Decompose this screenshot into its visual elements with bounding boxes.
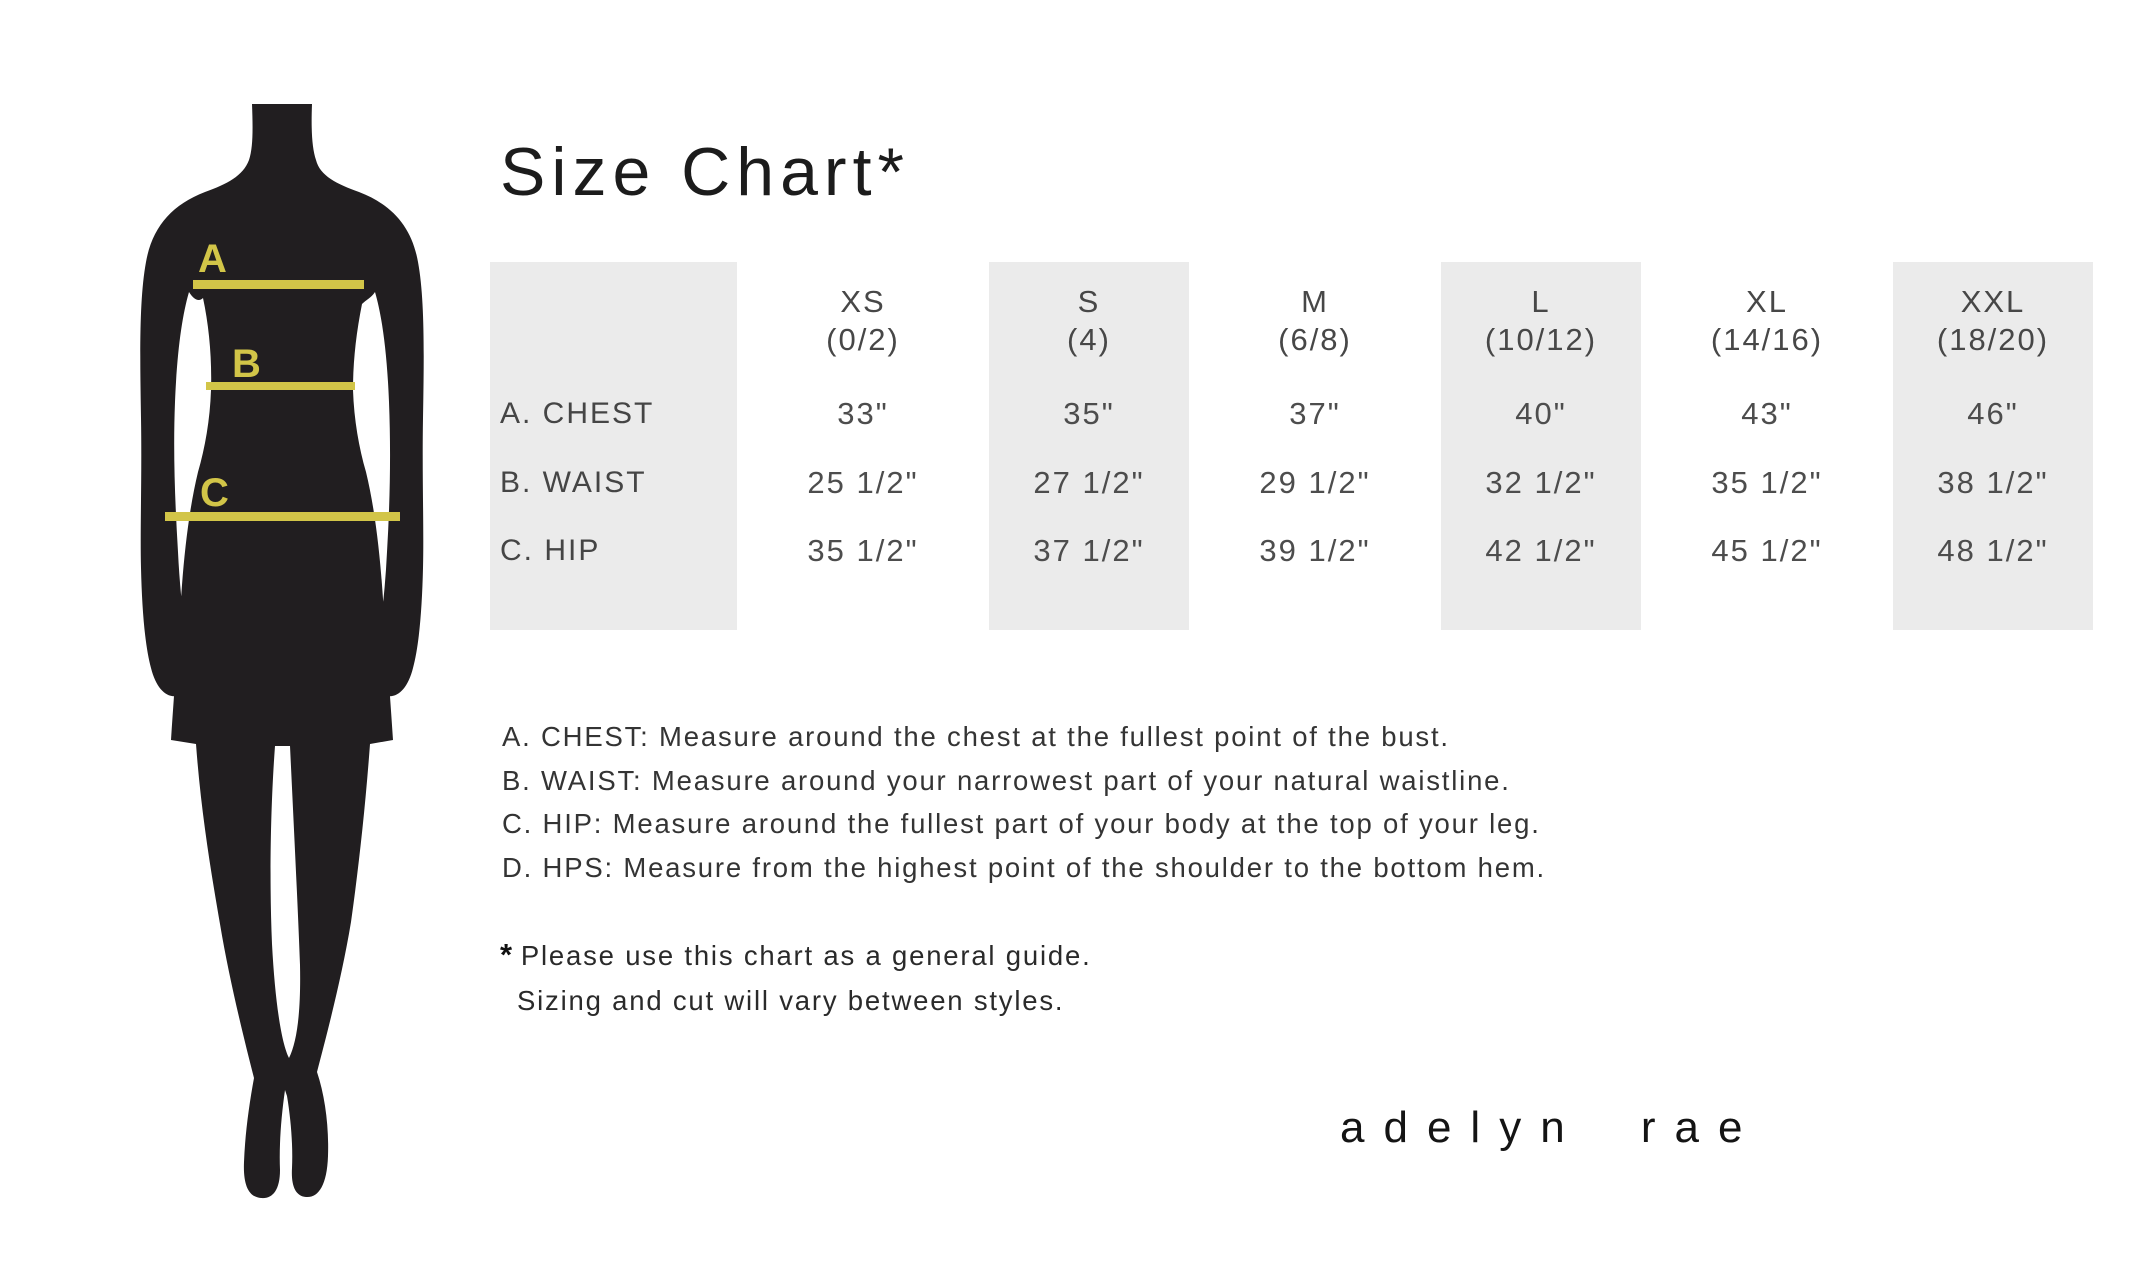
size-range: (0/2) <box>826 322 900 357</box>
table-column-s: S (4) 35" 27 1/2" 37 1/2" <box>989 262 1189 630</box>
chest-value-xs: 33" <box>837 396 889 431</box>
note-hip: C. HIP: Measure around the fullest part … <box>502 808 1541 839</box>
label-a: A <box>198 237 227 281</box>
column-header-m: M (6/8) <box>1215 262 1415 380</box>
note-chest: A. CHEST: Measure around the chest at th… <box>502 721 1450 752</box>
size-range: (4) <box>1067 322 1111 357</box>
size-name: S <box>1077 284 1101 319</box>
waist-value-s: 27 1/2" <box>1033 465 1145 500</box>
hip-value-xxl: 48 1/2" <box>1937 533 2049 568</box>
row-label-chest: A. CHEST <box>500 397 655 430</box>
column-header-l: L (10/12) <box>1441 262 1641 380</box>
table-column-l: L (10/12) 40" 32 1/2" 42 1/2" <box>1441 262 1641 630</box>
size-table: A. CHEST B. WAIST C. HIP XS (0/2) 33" 25… <box>490 262 2093 630</box>
brand-logo: adelyn rae <box>1340 1103 1762 1152</box>
waist-value-xl: 35 1/2" <box>1711 465 1823 500</box>
hip-value-m: 39 1/2" <box>1259 533 1371 568</box>
table-row-labels-column: A. CHEST B. WAIST C. HIP <box>490 262 737 630</box>
footnote: * Please use this chart as a general guid… <box>500 932 1092 1023</box>
chest-value-s: 35" <box>1063 396 1115 431</box>
label-b: B <box>232 342 261 386</box>
waist-value-xxl: 38 1/2" <box>1937 465 2049 500</box>
chest-value-l: 40" <box>1515 396 1567 431</box>
table-corner-cell <box>490 262 737 380</box>
hip-measure-line <box>165 512 400 521</box>
size-range: (18/20) <box>1936 322 2050 357</box>
waist-value-m: 29 1/2" <box>1259 465 1371 500</box>
between-legs-gap <box>270 746 301 1058</box>
footnote-line1: * Please use this chart as a general guid… <box>500 932 1092 978</box>
chest-value-xxl: 46" <box>1967 396 2019 431</box>
column-header-s: S (4) <box>989 262 1189 380</box>
size-name: XS <box>840 284 886 319</box>
column-header-xs: XS (0/2) <box>763 262 963 380</box>
waist-measure-line <box>206 382 355 390</box>
chest-measure-line <box>193 280 364 289</box>
label-c: C <box>200 471 229 515</box>
table-column-m: M (6/8) 37" 29 1/2" 39 1/2" <box>1215 262 1415 630</box>
waist-value-xs: 25 1/2" <box>807 465 919 500</box>
size-name: L <box>1531 284 1551 319</box>
size-range: (14/16) <box>1710 322 1824 357</box>
size-name: XXL <box>1960 284 2026 319</box>
row-label-waist: B. WAIST <box>500 466 647 499</box>
footnote-line1-text: Please use this chart as a general guide… <box>520 940 1092 971</box>
page-title: Size Chart* <box>500 134 910 210</box>
measurement-notes: A. CHEST: Measure around the chest at th… <box>502 715 1546 889</box>
footnote-line2: Sizing and cut will vary between styles. <box>517 985 1065 1016</box>
column-header-xxl: XXL (18/20) <box>1893 262 2093 380</box>
hip-value-xs: 35 1/2" <box>807 533 919 568</box>
asterisk: * <box>500 937 514 972</box>
woman-body-silhouette <box>140 104 424 1199</box>
size-range: (10/12) <box>1484 322 1598 357</box>
size-range: (6/8) <box>1278 322 1352 357</box>
note-waist: B. WAIST: Measure around your narrowest … <box>502 764 1511 796</box>
chest-value-m: 37" <box>1289 396 1341 431</box>
table-column-xl: XL (14/16) 43" 35 1/2" 45 1/2" <box>1667 262 1867 630</box>
row-label-hip: C. HIP <box>500 534 601 567</box>
hip-value-l: 42 1/2" <box>1485 533 1597 568</box>
size-name: M <box>1301 284 1329 319</box>
body-silhouette-figure: A B C <box>140 104 424 1199</box>
chest-value-xl: 43" <box>1741 396 1793 431</box>
column-header-xl: XL (14/16) <box>1667 262 1867 380</box>
size-name: XL <box>1746 284 1788 319</box>
hip-value-xl: 45 1/2" <box>1711 533 1823 568</box>
note-hps: D. HPS: Measure from the highest point o… <box>502 851 1546 883</box>
hip-value-s: 37 1/2" <box>1033 533 1145 568</box>
table-column-xxl: XXL (18/20) 46" 38 1/2" 48 1/2" <box>1893 262 2093 630</box>
table-column-xs: XS (0/2) 33" 25 1/2" 35 1/2" <box>763 262 963 630</box>
waist-value-l: 32 1/2" <box>1485 465 1597 500</box>
